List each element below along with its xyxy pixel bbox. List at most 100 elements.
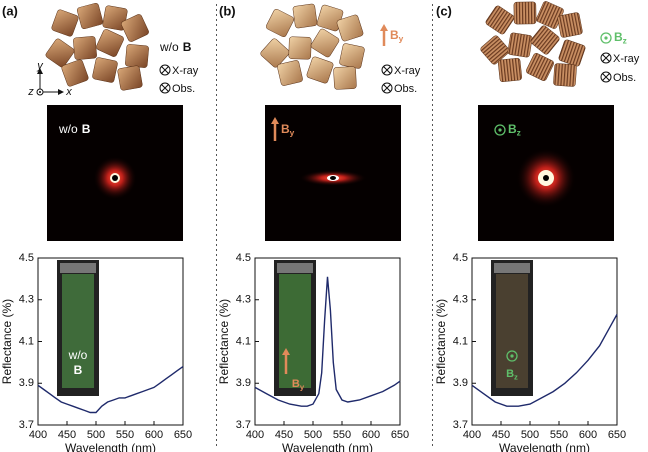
x-tick-label: 600: [579, 429, 597, 441]
axis-arrow: [39, 91, 41, 93]
y-tick-label: 4.1: [19, 335, 34, 347]
field-label: By: [292, 378, 305, 391]
out-of-page-icon: [494, 124, 506, 136]
field-prefix: w/o: [159, 40, 179, 54]
nanocube: [480, 35, 510, 65]
nanocube: [306, 56, 334, 84]
field-symbol: B: [292, 378, 300, 390]
out-of-page-icon: [600, 32, 612, 44]
field-subscript: y: [399, 34, 404, 44]
cuvette-photo: [277, 263, 313, 273]
nanocube: [117, 65, 143, 91]
nanocube: [125, 44, 149, 68]
axis-name: y: [36, 60, 44, 72]
x-tick-label: 650: [174, 429, 192, 441]
x-tick-label: 550: [116, 429, 134, 441]
y-tick-label: 4.3: [19, 294, 34, 306]
field-symbol: B: [508, 122, 517, 136]
y-tick-label: 3.7: [453, 419, 468, 431]
nanocube: [292, 3, 318, 29]
beam-label: X-ray: [394, 65, 421, 77]
nanocube: [92, 57, 118, 83]
nanocube: [497, 57, 523, 83]
nanocube: [526, 53, 554, 81]
x-axis-label: Wavelength (nm): [499, 441, 590, 452]
y-tick-label: 4.1: [236, 335, 251, 347]
x-tick-label: 400: [29, 429, 47, 441]
x-tick-label: 400: [246, 429, 264, 441]
y-tick-label: 3.7: [19, 419, 34, 431]
nanocube: [61, 59, 89, 87]
nanocube: [51, 9, 79, 37]
reflectance-line: [471, 314, 618, 407]
nanocube: [513, 1, 537, 25]
field-symbol: B: [74, 363, 83, 377]
into-page-icon: [602, 54, 610, 62]
nanocube: [76, 2, 104, 30]
x-tick-label: 650: [391, 429, 409, 441]
nanocube: [45, 38, 75, 68]
x-tick-label: 400: [463, 429, 481, 441]
y-tick-label: 3.9: [19, 377, 34, 389]
y-tick-label: 4.3: [236, 294, 251, 306]
axis-arrow: [39, 72, 60, 93]
x-tick-label: 450: [275, 429, 293, 441]
x-tick-label: 550: [333, 429, 351, 441]
x-axis-label: Wavelength (nm): [282, 441, 373, 452]
field-subscript: y: [300, 382, 305, 391]
field-arrow: [271, 117, 279, 124]
y-tick-label: 3.9: [453, 377, 468, 389]
field-label: w/o B: [68, 348, 88, 377]
nanocube: [336, 14, 364, 42]
nanocube: [121, 14, 149, 42]
cuvette-photo: [496, 274, 528, 388]
beam-label: X-ray: [172, 65, 199, 77]
x-tick-label: 650: [608, 429, 626, 441]
y-axis-label: Reflectance (%): [0, 299, 14, 384]
reflectance-line: [37, 366, 184, 414]
nanocube: [339, 43, 365, 69]
x-axis-label: Wavelength (nm): [65, 441, 156, 452]
into-page-icon: [161, 84, 169, 92]
field-arrow: [282, 348, 290, 355]
nanocube: [558, 39, 586, 67]
cuvette-photo: [279, 274, 311, 388]
nanocube: [333, 66, 357, 90]
panel-label: (c): [436, 3, 452, 18]
x-tick-label: 450: [492, 429, 510, 441]
field-label: Bz: [506, 368, 518, 381]
cuvette-photo: [62, 274, 94, 388]
beam-label: X-ray: [613, 53, 640, 65]
field-symbol: B: [281, 122, 290, 136]
nanocube: [485, 5, 515, 35]
nanocube: [260, 38, 290, 68]
y-axis-label: Reflectance (%): [217, 299, 231, 384]
x-tick-label: 550: [550, 429, 568, 441]
x-tick-label: 450: [58, 429, 76, 441]
cuvette-photo: [494, 263, 530, 273]
into-page-icon: [602, 73, 610, 81]
axis-name: x: [65, 86, 72, 98]
y-tick-label: 4.3: [453, 294, 468, 306]
y-tick-label: 3.7: [236, 419, 251, 431]
field-subscript: z: [517, 128, 521, 138]
field-label: w/o B: [159, 40, 192, 54]
field-arrow: [380, 24, 388, 31]
field-prefix: w/o: [68, 348, 88, 362]
field-label: By: [390, 28, 404, 44]
axis-name: z: [27, 86, 34, 98]
nanocube: [310, 28, 340, 58]
field-subscript: z: [514, 372, 518, 381]
field-symbol: B: [614, 30, 623, 44]
x-tick-label: 500: [521, 429, 539, 441]
into-page-icon: [381, 82, 393, 94]
observer-label: Obs.: [613, 72, 636, 84]
y-tick-label: 4.5: [19, 252, 34, 264]
reflectance-line: [254, 276, 401, 407]
y-tick-label: 3.9: [236, 377, 251, 389]
y-tick-label: 4.5: [236, 252, 251, 264]
nanocube: [73, 36, 97, 60]
into-page-icon: [161, 66, 169, 74]
field-label: Bz: [508, 122, 521, 138]
